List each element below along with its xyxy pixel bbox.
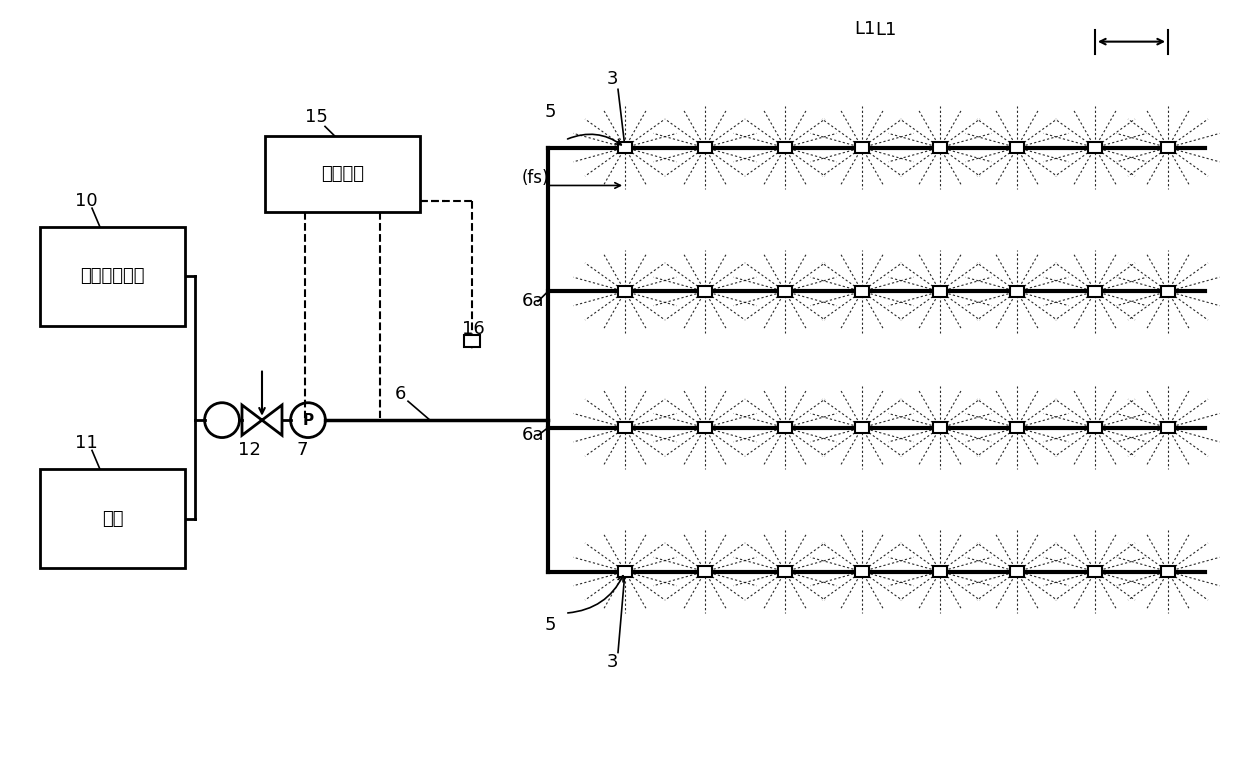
Text: 5: 5 [546, 615, 557, 634]
Bar [464, 335, 480, 347]
FancyBboxPatch shape [40, 469, 185, 568]
Text: 3: 3 [608, 653, 619, 671]
Bar [1087, 422, 1102, 433]
Bar [932, 422, 947, 433]
Bar [932, 566, 947, 577]
Bar [777, 422, 792, 433]
FancyBboxPatch shape [40, 227, 185, 326]
Text: 5: 5 [546, 103, 557, 121]
Bar [1011, 422, 1024, 433]
Bar [618, 142, 632, 153]
Text: 15: 15 [305, 108, 327, 126]
Bar [856, 286, 869, 297]
Bar [777, 286, 792, 297]
Bar [1011, 142, 1024, 153]
Text: 16: 16 [463, 320, 485, 338]
Text: (fs): (fs) [522, 169, 549, 187]
Bar [698, 566, 712, 577]
Bar [777, 142, 792, 153]
Bar [698, 422, 712, 433]
Text: 6: 6 [396, 385, 407, 403]
Bar [698, 142, 712, 153]
Bar [856, 142, 869, 153]
Bar [932, 286, 947, 297]
Text: 控制装置: 控制装置 [321, 165, 365, 183]
Text: 水箱: 水箱 [102, 509, 123, 528]
Text: 12: 12 [238, 441, 260, 459]
Bar [1161, 422, 1176, 433]
Bar [1161, 286, 1176, 297]
Text: 液体化学品罐: 液体化学品罐 [81, 267, 145, 285]
Text: L1: L1 [854, 20, 875, 38]
Text: 11: 11 [74, 434, 98, 452]
Bar [1011, 566, 1024, 577]
Text: 6a: 6a [522, 426, 544, 444]
Bar [856, 422, 869, 433]
Bar [1011, 286, 1024, 297]
Bar [932, 142, 947, 153]
Bar [777, 566, 792, 577]
Text: L1: L1 [875, 21, 897, 39]
Text: 3: 3 [608, 70, 619, 89]
Text: 10: 10 [74, 192, 98, 210]
Bar [618, 422, 632, 433]
Bar [698, 286, 712, 297]
Bar [618, 286, 632, 297]
Bar [856, 566, 869, 577]
Bar [1087, 286, 1102, 297]
Text: P: P [303, 413, 314, 428]
Bar [618, 566, 632, 577]
Bar [1087, 142, 1102, 153]
Text: 6a: 6a [522, 292, 544, 310]
Bar [1161, 142, 1176, 153]
Bar [1161, 566, 1176, 577]
Bar [1087, 566, 1102, 577]
Text: 7: 7 [296, 441, 308, 459]
FancyBboxPatch shape [265, 136, 420, 212]
